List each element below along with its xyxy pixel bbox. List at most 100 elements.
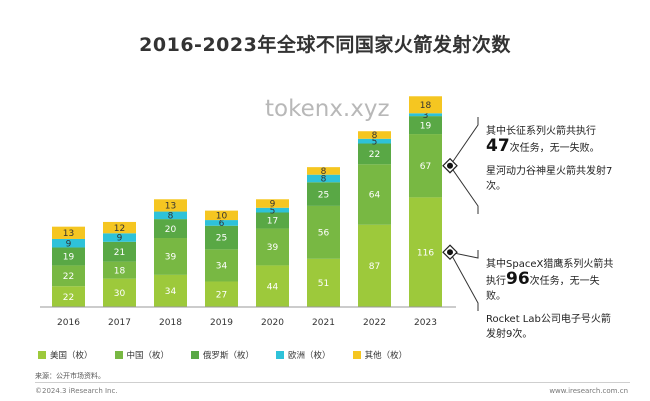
data-label-usa-2023: 116 — [417, 248, 434, 258]
data-label-china-2021: 56 — [318, 229, 330, 239]
bar-segment-china-2020 — [256, 228, 289, 266]
x-tick-label-2018: 2018 — [159, 318, 182, 328]
bar-segment-other-2020 — [256, 199, 289, 208]
legend-item-other: 其他（枚） — [352, 349, 408, 361]
bar-segment-europe-2019 — [205, 220, 238, 226]
x-tick-label-2023: 2023 — [414, 318, 437, 328]
annotation-usa-line1: 其中SpaceX猎鹰系列火箭共 — [486, 259, 614, 270]
data-label-europe-2023: 3 — [423, 111, 429, 121]
bar-segment-china-2018 — [154, 238, 187, 275]
data-label-usa-2018: 34 — [165, 287, 177, 297]
callout-usa — [442, 244, 479, 311]
data-label-china-2018: 39 — [165, 253, 177, 263]
legend-label-other: 其他（枚） — [364, 351, 408, 361]
annotation-china-number: 47 — [486, 136, 510, 156]
data-label-other-2017: 12 — [114, 224, 125, 234]
bar-segment-usa-2022 — [358, 224, 391, 307]
bar-segment-china-2023 — [409, 134, 442, 198]
data-label-china-2020: 39 — [267, 243, 279, 253]
data-label-other-2018: 13 — [165, 202, 176, 212]
chart-legend: 美国（枚） 中国（枚） 俄罗斯（枚） 欧洲（枚） 其他（枚） — [38, 349, 407, 361]
data-label-other-2019: 10 — [216, 212, 228, 222]
data-label-europe-2017: 9 — [117, 234, 123, 244]
data-label-russia-2020: 17 — [267, 217, 278, 227]
legend-swatch-russia — [191, 351, 200, 359]
bar-segment-other-2017 — [103, 221, 136, 234]
bar-segment-europe-2017 — [103, 233, 136, 242]
annotation-usa-line3: 败。 — [486, 291, 506, 302]
bar-segment-russia-2021 — [307, 182, 340, 206]
x-tick-label-2021: 2021 — [312, 318, 335, 328]
bar-segment-russia-2019 — [205, 225, 238, 250]
bar-segment-china-2016 — [52, 265, 85, 287]
x-tick-label-2022: 2022 — [363, 318, 386, 328]
data-label-other-2021: 8 — [321, 167, 327, 177]
bar-segment-usa-2020 — [256, 265, 289, 307]
data-label-china-2019: 34 — [216, 262, 228, 272]
legend-swatch-china — [114, 351, 123, 359]
chart-title: 2016-2023年全球不同国家火箭发射次数 — [139, 34, 511, 56]
annotation-usa-line5: 发射9次。 — [486, 329, 533, 340]
annotation-china-line3: 星河动力谷神星火箭共发射7次。 — [486, 166, 613, 192]
annotation-china-line1: 其中长征系列火箭共执行 — [486, 126, 596, 137]
data-label-russia-2016: 19 — [63, 253, 75, 263]
data-label-china-2017: 18 — [114, 266, 126, 276]
legend-label-europe: 欧洲（枚） — [288, 351, 331, 361]
annotation-usa-number: 96 — [506, 269, 530, 289]
annotation-usa-line2-suffix: 次任务，无一失 — [529, 276, 600, 287]
annotation-china: 其中长征系列火箭共执行 47次任务，无一失败。 星河动力谷神星火箭共发射7次。 — [486, 124, 636, 194]
annotation-usa-line2-prefix: 执行 — [486, 276, 506, 287]
bar-segment-europe-2021 — [307, 174, 340, 183]
data-label-europe-2016: 9 — [66, 239, 72, 249]
bar-segment-russia-2018 — [154, 219, 187, 239]
legend-swatch-usa — [38, 351, 46, 359]
data-label-europe-2022: 5 — [372, 137, 378, 147]
data-label-russia-2017: 21 — [114, 248, 125, 258]
bar-segment-other-2023 — [409, 96, 442, 114]
data-label-russia-2022: 22 — [369, 150, 380, 160]
bar-segment-russia-2016 — [52, 247, 85, 266]
data-label-usa-2020: 44 — [267, 282, 279, 292]
watermark: tokenx.xyz — [265, 96, 390, 122]
x-tick-label-2016: 2016 — [57, 318, 80, 328]
data-label-usa-2021: 51 — [318, 279, 329, 289]
bar-segment-china-2021 — [307, 205, 340, 259]
annotation-usa: 其中SpaceX猎鹰系列火箭共 执行96次任务，无一失 败。 Rocket La… — [486, 257, 636, 342]
bar-segment-europe-2018 — [154, 211, 187, 220]
x-tick-label-2020: 2020 — [261, 318, 284, 328]
data-label-europe-2018: 8 — [168, 212, 174, 222]
website-link[interactable]: www.iresearch.com.cn — [549, 387, 628, 395]
data-label-usa-2016: 22 — [63, 293, 74, 303]
data-label-other-2023: 18 — [420, 101, 432, 111]
legend-item-usa: 美国（枚） — [38, 349, 93, 361]
annotation-china-line2: 次任务，无一失败。 — [509, 143, 600, 154]
legend-swatch-europe — [276, 351, 285, 359]
legend-item-europe: 欧洲（枚） — [276, 349, 331, 361]
bar-segment-other-2021 — [307, 167, 340, 175]
bar-segment-russia-2020 — [256, 212, 289, 229]
bar-segment-usa-2019 — [205, 281, 238, 307]
bar-segment-other-2016 — [52, 226, 85, 239]
data-label-china-2023: 67 — [420, 162, 431, 172]
bar-segment-china-2022 — [358, 164, 391, 225]
callout-china — [442, 117, 479, 214]
source-note: 来源：公开市场资料。 — [35, 372, 105, 380]
data-label-russia-2023: 19 — [420, 121, 432, 131]
data-label-usa-2022: 87 — [369, 262, 380, 272]
bar-segment-russia-2017 — [103, 241, 136, 262]
bar-segment-russia-2022 — [358, 143, 391, 165]
bar-segment-other-2019 — [205, 210, 238, 221]
bar-segment-europe-2016 — [52, 238, 85, 248]
data-label-other-2022: 8 — [372, 131, 378, 141]
data-label-other-2020: 9 — [270, 200, 276, 210]
legend-item-china: 中国（枚） — [114, 349, 169, 361]
footer-divider — [35, 382, 630, 383]
bar-segment-other-2022 — [358, 131, 391, 139]
bar-segment-europe-2023 — [409, 113, 442, 117]
bar-segment-usa-2016 — [52, 286, 85, 307]
bar-segment-europe-2020 — [256, 207, 289, 213]
bar-segment-russia-2023 — [409, 116, 442, 135]
bar-segment-usa-2023 — [409, 197, 442, 307]
data-label-china-2016: 22 — [63, 272, 74, 282]
bar-segment-other-2018 — [154, 199, 187, 212]
